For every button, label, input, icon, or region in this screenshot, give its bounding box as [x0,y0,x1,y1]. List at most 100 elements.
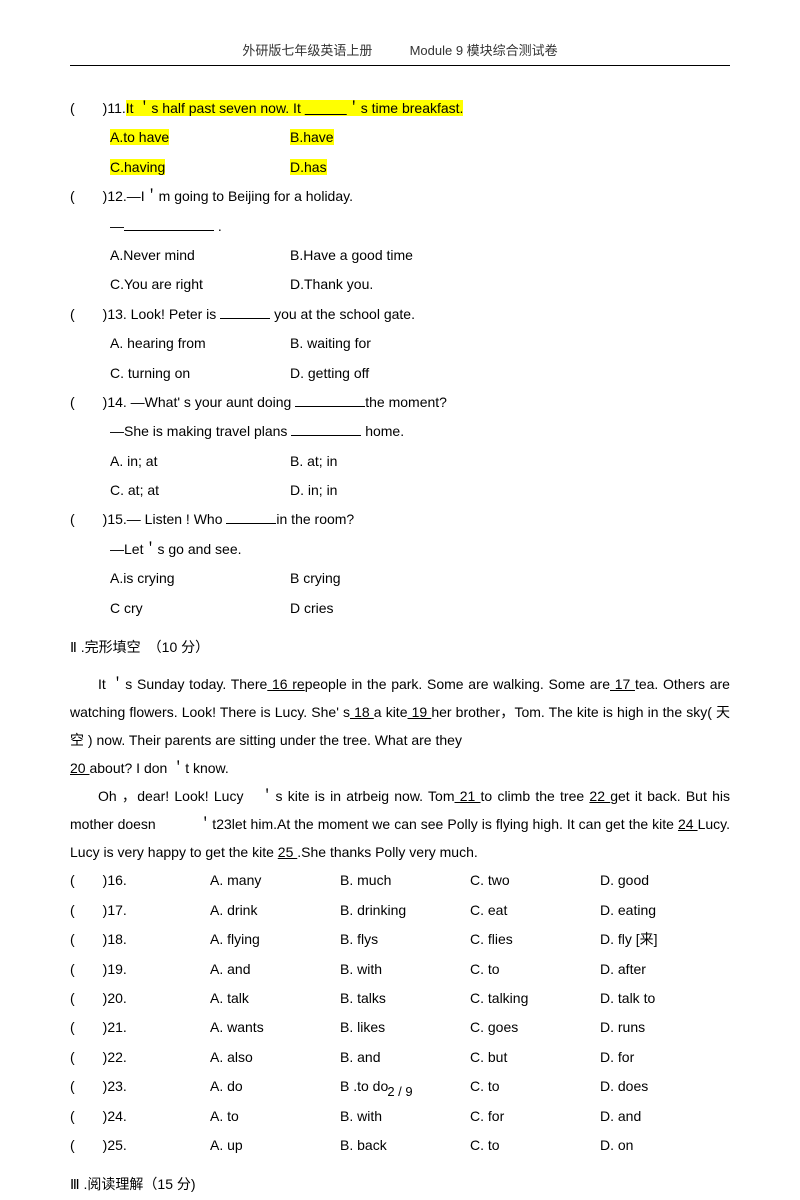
q15-D: D cries [290,594,470,623]
section3-title: Ⅲ .阅读理解（15 分) [70,1170,730,1199]
q14-A: A. in; at [110,447,290,476]
q12-line2: — . [70,212,730,241]
q13-prefix: ( )13. [70,306,127,322]
q11-sentence-a: It ＇s half past seven now. It [126,100,305,116]
q12-prefix: ( )12. [70,188,127,204]
cloze-row: ( )21.A. wantsB. likesC. goesD. runs [70,1013,730,1042]
cloze-22-D: D. for [600,1043,730,1072]
cloze-16-C: C. two [470,866,600,895]
cloze-19-A: A. and [210,955,340,984]
cloze-20-A: A. talk [210,984,340,1013]
q13-D: D. getting off [290,359,470,388]
q14-row1: A. in; at B. at; in [70,447,730,476]
cloze-25-A: A. up [210,1131,340,1160]
cloze-20-C: C. talking [470,984,600,1013]
q13-post: you at the school gate. [270,306,415,322]
q11-row2: C.having D.has [70,153,730,182]
cloze-row: ( )18.A. flyingB. flysC. fliesD. fly [来] [70,925,730,954]
cloze-row: ( )25.A. upB. backC. toD. on [70,1131,730,1160]
q15-B: B crying [290,564,470,593]
cloze-row: ( )16.A. manyB. muchC. twoD. good [70,866,730,895]
q11-prefix: ( )11. [70,100,126,116]
cloze-18-C: C. flies [470,925,600,954]
cloze-row: ( )24.A. toB. withC. forD. and [70,1102,730,1131]
q14-B: B. at; in [290,447,470,476]
header-right: Module 9 模块综合测试卷 [410,43,558,58]
q12-B: B.Have a good time [290,241,490,270]
p2e: .She thanks Polly very much. [297,844,478,860]
cloze-row: ( )20.A. talkB. talksC. talkingD. talk t… [70,984,730,1013]
q12-row1: A.Never mind B.Have a good time [70,241,730,270]
q11-sentence-c: breakfast. [398,100,463,116]
content: ( )11.It ＇s half past seven now. It ＇s t… [70,94,730,1200]
b17: 17 [610,676,635,692]
b16: 16 re [267,676,304,692]
cloze-16-n: ( )16. [70,866,210,895]
p2a: Oh ，dear! Look! Lucy ＇s kite is in atrbe… [98,788,454,804]
q12-D: D.Thank you. [290,270,490,299]
q14-l2a: —She is making travel plans [110,423,291,439]
q11: ( )11.It ＇s half past seven now. It ＇s t… [70,94,730,123]
p1b: people in the park. Some are walking. So… [305,676,610,692]
q15-prefix: ( )15. [70,511,127,527]
q13-row2: C. turning on D. getting off [70,359,730,388]
q12-A: A.Never mind [110,241,290,270]
q15-row2: C cry D cries [70,594,730,623]
cloze-24-A: A. to [210,1102,340,1131]
q15-line2: —Let＇s go and see. [70,535,730,564]
cloze-25-n: ( )25. [70,1131,210,1160]
cloze-19-n: ( )19. [70,955,210,984]
cloze-22-A: A. also [210,1043,340,1072]
cloze-24-n: ( )24. [70,1102,210,1131]
q15-l2: —Let＇s go and see. [110,541,242,557]
q11-blank [305,100,347,116]
cloze-17-A: A. drink [210,896,340,925]
q13-blank [220,305,270,319]
b24: 24 [678,816,698,832]
q11-row1: A.to have B.have [70,123,730,152]
q15: ( )15.— Listen ! Who in the room? [70,505,730,534]
q11-B: B.have [290,129,334,145]
cloze-16-D: D. good [600,866,730,895]
header-left: 外研版七年级英语上册 [242,43,372,58]
passage: It ＇s Sunday today. There 16 repeople in… [70,670,730,866]
cloze-18-D: D. fly [来] [600,925,730,954]
q14-D: D. in; in [290,476,470,505]
cloze-21-D: D. runs [600,1013,730,1042]
q15-l1b: in the room? [276,511,354,527]
page-header: 外研版七年级英语上册 Module 9 模块综合测试卷 [70,40,730,66]
q13-pre: Look! Peter is [127,306,220,322]
b20: 20 [70,760,89,776]
q12-C: C.You are right [110,270,290,299]
cloze-24-D: D. and [600,1102,730,1131]
cloze-25-D: D. on [600,1131,730,1160]
q14-l2b: home. [361,423,404,439]
cloze-17-B: B. drinking [340,896,470,925]
q14-blank2 [291,423,361,437]
q12-dash: — [110,218,124,234]
cloze-20-B: B. talks [340,984,470,1013]
q12-blank [124,217,214,231]
cloze-row: ( )17.A. drinkB. drinkingC. eatD. eating [70,896,730,925]
b25: 25 [278,844,297,860]
cloze-25-C: C. to [470,1131,600,1160]
cloze-17-n: ( )17. [70,896,210,925]
p1d: a kite [374,704,408,720]
q15-A: A.is crying [110,564,290,593]
q14-prefix: ( )14. [70,394,127,410]
cloze-row: ( )19.A. andB. withC. toD. after [70,955,730,984]
q14-l1b: the moment? [365,394,447,410]
q14-line2: —She is making travel plans home. [70,417,730,446]
q11-D: D.has [290,159,327,175]
cloze-18-A: A. flying [210,925,340,954]
q13-B: B. waiting for [290,329,470,358]
q15-blank [226,511,276,525]
b22: 22 [589,788,610,804]
b21: 21 [454,788,480,804]
page-footer: 2 / 9 [0,1084,800,1099]
q15-row1: A.is crying B crying [70,564,730,593]
q14-C: C. at; at [110,476,290,505]
q11-sentence-b: ＇s time [347,100,398,116]
p2b: to climb the tree [481,788,590,804]
p1a: It ＇s Sunday today. There [98,676,267,692]
